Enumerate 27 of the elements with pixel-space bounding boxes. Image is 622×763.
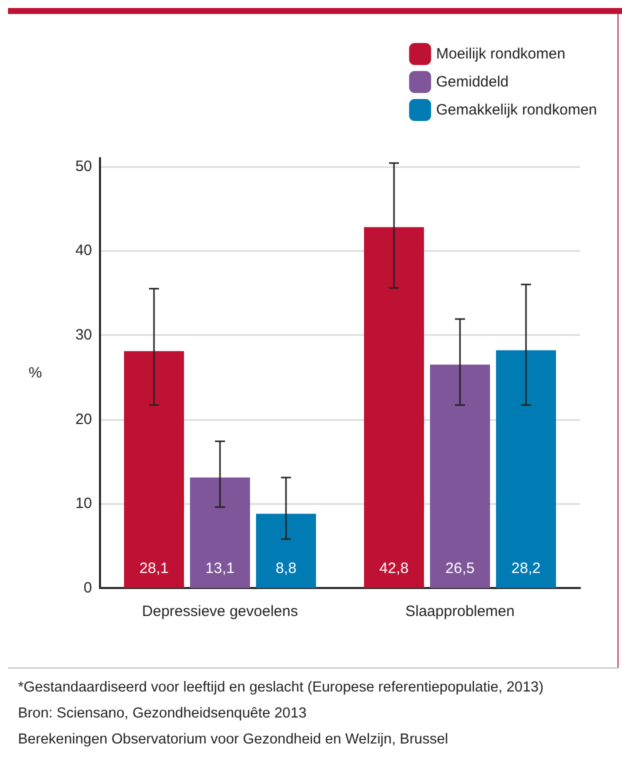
y-tick-label: 30	[75, 326, 92, 344]
data-label: 13,1	[205, 560, 235, 577]
y-tick-label: 0	[84, 580, 92, 596]
y-tick-label: 10	[75, 495, 92, 512]
bar	[190, 478, 250, 588]
legend-label: Gemiddeld	[436, 74, 509, 90]
legend-label: Moeilijk rondkomen	[436, 46, 566, 62]
text: Bron: Sciensano, Gezondheidsenquête 2013	[18, 706, 307, 722]
text: Berekeningen Observatorium voor Gezondheid en Welzijn, Brussel	[18, 732, 448, 748]
bar	[496, 350, 556, 588]
text: *Gestandaardiseerd voor leeftijd en geslacht (Europese referentiepopulatie, 2013)	[18, 680, 544, 696]
data-label: 26,5	[445, 560, 475, 577]
data-label: 28,2	[511, 560, 541, 577]
data-label: 42,8	[379, 560, 409, 577]
x-tick-label: Slaapproblemen	[405, 603, 515, 620]
data-label: 28,1	[139, 560, 169, 577]
y-tick-label: 50	[75, 158, 92, 175]
bar	[124, 351, 184, 588]
y-tick-label: 20	[75, 410, 92, 428]
bar	[364, 227, 424, 588]
data-label: 8,8	[276, 560, 296, 577]
bar	[256, 514, 316, 588]
bar	[430, 364, 490, 588]
y-tick-label: 40	[75, 242, 92, 260]
y-axis-title: %	[28, 364, 42, 382]
x-tick-label: Depressieve gevoelens	[142, 603, 298, 620]
legend-label: Gemakkelijk rondkomen	[436, 102, 598, 118]
